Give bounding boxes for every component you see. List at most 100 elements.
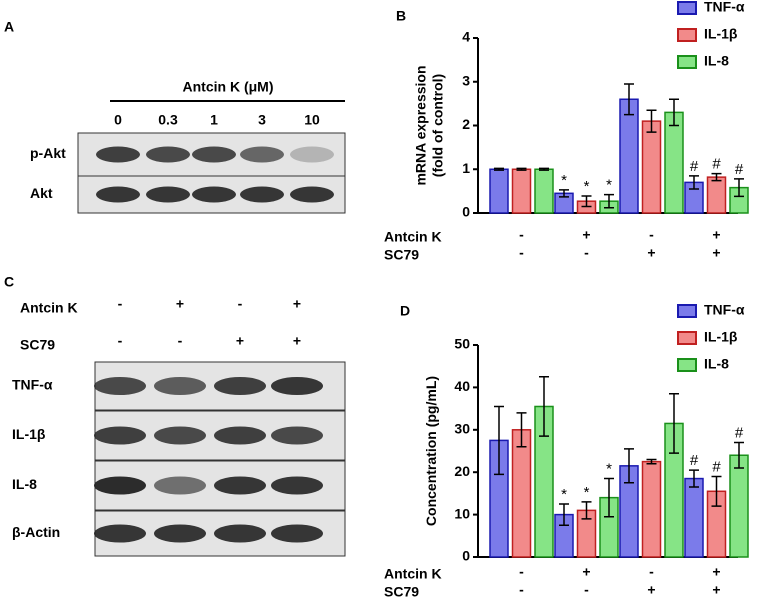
legend-swatch xyxy=(677,358,697,372)
blot-row-label: β-Actin xyxy=(12,524,60,540)
treatment-label: Antcin K xyxy=(20,300,78,316)
y-tick-label: 1 xyxy=(462,160,470,176)
blot-band xyxy=(94,524,146,543)
bar xyxy=(729,454,749,558)
y-axis-label-line: (fold of control) xyxy=(429,74,445,177)
error-bar xyxy=(494,405,504,476)
error-bar xyxy=(711,475,722,507)
error-bar xyxy=(516,412,527,448)
y-tick-label: 10 xyxy=(454,505,470,521)
y-tick-label: 2 xyxy=(462,116,470,132)
bar xyxy=(641,460,662,558)
legend-swatch xyxy=(677,1,697,15)
dose-label: 0.3 xyxy=(158,112,178,128)
blot-row-label: p-Akt xyxy=(30,145,66,161)
treatment-sign: - xyxy=(118,296,123,312)
treatment-sign: + xyxy=(712,227,720,243)
blot-band xyxy=(94,426,146,445)
treatment-sign: + xyxy=(647,245,655,261)
treatment-sign: + xyxy=(293,333,301,349)
error-bar xyxy=(559,503,569,526)
blot-band xyxy=(96,146,140,163)
treatment-label: SC79 xyxy=(384,584,419,600)
blot-band xyxy=(154,377,206,395)
treatment-sign: + xyxy=(712,582,720,598)
error-bar xyxy=(669,393,679,454)
bar xyxy=(641,120,662,214)
treatment-sign: - xyxy=(519,564,524,580)
legend-swatch xyxy=(677,55,697,69)
y-tick-label: 0 xyxy=(462,548,470,564)
blot-row-label: IL-1β xyxy=(12,426,46,442)
treatment-sign: - xyxy=(584,245,589,261)
error-bar xyxy=(646,458,657,465)
treatment-label: SC79 xyxy=(20,337,55,353)
blot-band xyxy=(214,476,266,495)
bar xyxy=(489,168,509,214)
y-tick-label: 4 xyxy=(462,29,470,45)
blot-row-label: Akt xyxy=(30,185,53,201)
blot-band xyxy=(154,426,206,445)
treatment-sign: - xyxy=(649,564,654,580)
y-axis-label: mRNA expression(fold of control) xyxy=(412,65,445,185)
significance-marker: # xyxy=(735,424,744,441)
blot-band xyxy=(154,476,206,495)
error-bar xyxy=(581,501,592,520)
legend-swatch xyxy=(677,331,697,345)
blot-band xyxy=(271,524,323,543)
treatment-sign: - xyxy=(178,333,183,349)
treatment-sign: + xyxy=(293,296,301,312)
treatment-label: SC79 xyxy=(384,247,419,263)
error-bar xyxy=(734,441,744,469)
dose-label: 1 xyxy=(210,112,218,128)
error-bar xyxy=(646,109,657,133)
blot-title: Antcin K (μM) xyxy=(183,79,274,95)
bar xyxy=(534,168,554,214)
legend-label: TNF-α xyxy=(704,0,745,15)
error-bar xyxy=(624,448,634,484)
panel-label: B xyxy=(396,8,406,24)
significance-marker: * xyxy=(606,177,612,194)
significance-marker: * xyxy=(561,172,567,189)
treatment-sign: - xyxy=(238,296,243,312)
dose-label: 10 xyxy=(304,112,320,128)
treatment-sign: + xyxy=(712,245,720,261)
blot-band xyxy=(146,186,190,203)
treatment-sign: - xyxy=(519,227,524,243)
y-tick-label: 40 xyxy=(454,378,470,394)
legend-label: IL-1β xyxy=(704,26,738,42)
treatment-sign: - xyxy=(519,245,524,261)
treatment-sign: + xyxy=(236,333,244,349)
error-bar xyxy=(624,83,634,116)
y-axis-label: Concentration (pg/mL) xyxy=(423,376,439,526)
blot-band xyxy=(290,186,334,203)
significance-marker: * xyxy=(606,461,612,478)
panel-label: A xyxy=(4,19,14,35)
blot-band xyxy=(94,377,146,395)
error-bar xyxy=(494,167,504,171)
blot-band xyxy=(214,377,266,395)
treatment-sign: - xyxy=(584,582,589,598)
blot-band xyxy=(271,426,323,445)
bar xyxy=(511,168,532,214)
y-tick-label: 3 xyxy=(462,72,470,88)
significance-marker: # xyxy=(690,452,699,469)
blot-band xyxy=(146,146,190,163)
y-tick-label: 30 xyxy=(454,421,470,437)
dose-label: 3 xyxy=(258,112,266,128)
panel-label: D xyxy=(400,303,410,319)
legend-label: TNF-α xyxy=(704,302,745,318)
y-axis-label-line: Concentration (pg/mL) xyxy=(423,376,439,526)
treatment-sign: + xyxy=(712,564,720,580)
dose-label: 0 xyxy=(114,112,122,128)
legend-label: IL-1β xyxy=(704,329,738,345)
error-bar xyxy=(734,178,744,198)
bar xyxy=(684,477,704,558)
blot-row-label: IL-8 xyxy=(12,476,37,492)
blot-band xyxy=(192,146,236,163)
blot-band xyxy=(154,524,206,543)
treatment-sign: + xyxy=(176,296,184,312)
significance-marker: # xyxy=(735,161,744,178)
error-bar xyxy=(539,376,549,437)
